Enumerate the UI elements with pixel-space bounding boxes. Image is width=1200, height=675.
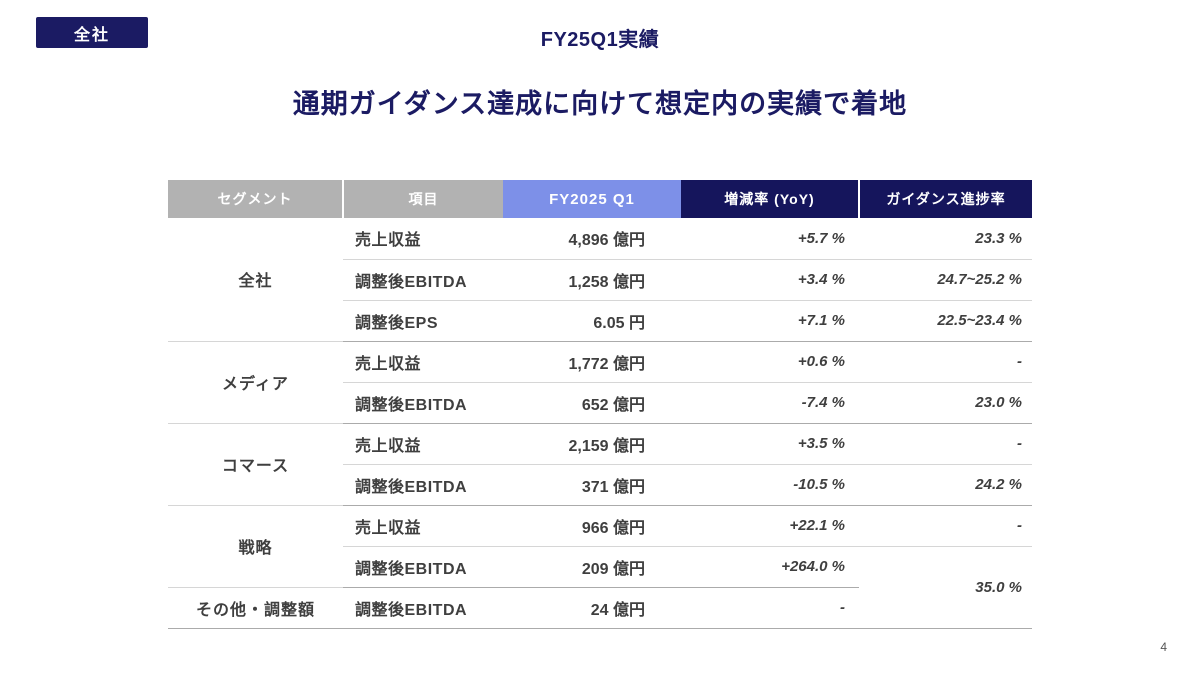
value-cell: 1,772 億円: [503, 341, 681, 383]
progress-cell: 22.5~23.4 %: [859, 300, 1032, 342]
segment-cell: 戦略: [168, 505, 343, 588]
column-header-value: FY2025 Q1: [503, 180, 681, 218]
slide-header: FY25Q1実績: [540, 29, 660, 51]
item-cell: 売上収益: [343, 505, 503, 547]
item-cell: 調整後EPS: [343, 300, 503, 342]
yoy-cell: +7.1 %: [681, 300, 859, 342]
progress-cell: 23.0 %: [859, 382, 1032, 424]
yoy-cell: +22.1 %: [681, 505, 859, 547]
header-row: セグメント 項目 FY2025 Q1 増減率 (YoY) ガイダンス進捗率: [168, 180, 1032, 218]
value-cell: 966 億円: [503, 505, 681, 547]
segment-cell: メディア: [168, 341, 343, 424]
segment-cell: コマース: [168, 423, 343, 506]
progress-cell: 23.3 %: [859, 218, 1032, 260]
item-cell: 売上収益: [343, 423, 503, 465]
table-row: 調整後EPS 6.05 円 +7.1 % 22.5~23.4 %: [168, 300, 1032, 342]
table-header: セグメント 項目 FY2025 Q1 増減率 (YoY) ガイダンス進捗率: [168, 180, 1032, 218]
item-cell: 調整後EBITDA: [343, 587, 503, 629]
table-row: その他・調整額 調整後EBITDA 24 億円 -: [168, 587, 1032, 629]
yoy-cell: +3.4 %: [681, 259, 859, 301]
value-cell: 209 億円: [503, 546, 681, 588]
column-header-progress: ガイダンス進捗率: [858, 180, 1032, 218]
value-cell: 4,896 億円: [503, 218, 681, 260]
yoy-cell: -7.4 %: [681, 382, 859, 424]
progress-cell: 24.7~25.2 %: [859, 259, 1032, 301]
column-header-segment: セグメント: [168, 180, 343, 218]
item-cell: 売上収益: [343, 218, 503, 260]
yoy-cell: +0.6 %: [681, 341, 859, 383]
progress-cell: -: [859, 341, 1032, 383]
yoy-cell: +3.5 %: [681, 423, 859, 465]
item-cell: 調整後EBITDA: [343, 464, 503, 506]
yoy-cell: +5.7 %: [681, 218, 859, 260]
slide-title: 通期ガイダンス達成に向けて想定内の実績で着地: [292, 89, 908, 119]
column-header-item: 項目: [342, 180, 503, 218]
table-row: 調整後EBITDA 209 億円 +264.0 % 35.0 %: [168, 546, 1032, 629]
progress-cell: -: [859, 505, 1032, 547]
table-row: メディア 売上収益 1,772 億円 +0.6 % -: [168, 341, 1032, 424]
table-row: 調整後EBITDA 371 億円 -10.5 % 24.2 %: [168, 464, 1032, 506]
column-header-yoy: 増減率 (YoY): [681, 180, 859, 218]
item-cell: 調整後EBITDA: [343, 259, 503, 301]
value-cell: 652 億円: [503, 382, 681, 424]
item-cell: 調整後EBITDA: [343, 382, 503, 424]
table-row: コマース 売上収益 2,159 億円 +3.5 % -: [168, 423, 1032, 506]
value-cell: 24 億円: [503, 587, 681, 629]
yoy-cell: -10.5 %: [681, 464, 859, 506]
value-cell: 2,159 億円: [503, 423, 681, 465]
page-number: 4: [1160, 640, 1167, 654]
table-row: 調整後EBITDA 652 億円 -7.4 % 23.0 %: [168, 382, 1032, 424]
results-table: セグメント 項目 FY2025 Q1 増減率 (YoY) ガイダンス進捗率 全社…: [168, 180, 1032, 629]
segment-cell: その他・調整額: [168, 587, 343, 629]
table-row: 全社 売上収益 4,896 億円 +5.7 % 23.3 %: [168, 218, 1032, 342]
value-cell: 6.05 円: [503, 300, 681, 342]
yoy-cell: -: [681, 587, 859, 629]
item-cell: 調整後EBITDA: [343, 546, 503, 588]
value-cell: 371 億円: [503, 464, 681, 506]
segment-cell: 全社: [168, 218, 343, 342]
item-cell: 売上収益: [343, 341, 503, 383]
progress-cell: 35.0 %: [859, 546, 1032, 629]
yoy-cell: +264.0 %: [681, 546, 859, 588]
progress-cell: -: [859, 423, 1032, 465]
table-body: 全社 売上収益 4,896 億円 +5.7 % 23.3 % 調整後EBITDA…: [168, 218, 1032, 629]
table-row: 調整後EBITDA 1,258 億円 +3.4 % 24.7~25.2 %: [168, 259, 1032, 301]
table-row: 戦略 売上収益 966 億円 +22.1 % -: [168, 505, 1032, 588]
progress-cell: 24.2 %: [859, 464, 1032, 506]
segment-badge: 全社: [36, 17, 148, 48]
value-cell: 1,258 億円: [503, 259, 681, 301]
